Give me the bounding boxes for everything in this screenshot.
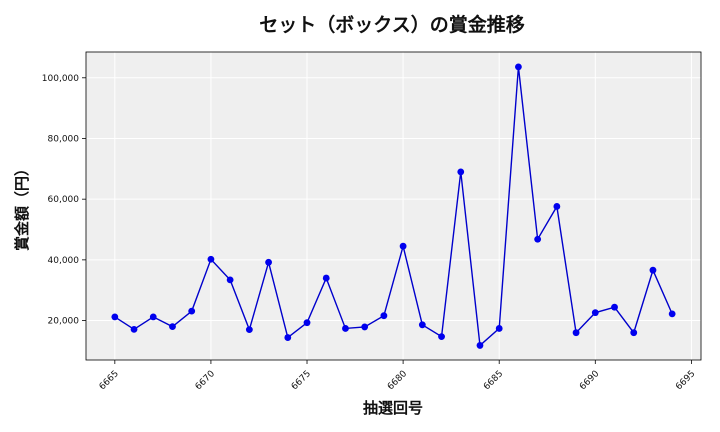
x-axis-label: 抽選回号: [363, 399, 423, 417]
y-tick-label: 60,000: [48, 195, 80, 205]
data-point: [265, 258, 272, 266]
data-point: [130, 325, 138, 333]
data-point: [476, 342, 484, 349]
y-tick-label: 80,000: [48, 134, 80, 144]
data-point: [342, 325, 349, 332]
data-point: [668, 310, 676, 318]
data-point: [438, 333, 445, 341]
data-point: [457, 168, 465, 176]
data-point: [169, 323, 176, 331]
data-point: [399, 242, 407, 250]
y-tick-label: 40,000: [48, 256, 80, 266]
x-tick-label: 6695: [674, 369, 697, 392]
data-point: [418, 321, 426, 329]
data-point: [188, 307, 196, 315]
data-point: [630, 329, 638, 337]
y-tick-label: 100,000: [42, 74, 79, 84]
data-point: [649, 266, 657, 274]
x-tick-label: 6690: [578, 369, 601, 392]
x-tick-label: 6670: [194, 369, 217, 392]
data-point: [303, 319, 311, 327]
series-line: [114, 66, 673, 347]
data-point: [322, 274, 330, 282]
x-tick-label: 6680: [386, 369, 409, 392]
data-point: [245, 326, 253, 334]
plot-area: [86, 52, 701, 360]
series: [111, 63, 676, 349]
data-point: [515, 63, 522, 71]
data-point: [572, 329, 580, 337]
y-axis-label: 賞金額（円）: [13, 161, 31, 251]
data-point: [207, 255, 215, 263]
x-tick-label: 6665: [98, 369, 121, 392]
data-point: [611, 303, 618, 311]
y-tick-label: 20,000: [48, 317, 80, 327]
data-point: [111, 313, 119, 321]
grid: [86, 52, 701, 360]
x-tick-label: 6675: [290, 369, 313, 392]
data-point: [226, 276, 234, 284]
plot-frame: [85, 51, 702, 361]
data-point: [534, 235, 542, 243]
chart-title: セット（ボックス）の賞金推移: [259, 13, 524, 36]
x-tick-label: 6685: [482, 369, 505, 392]
data-point: [149, 313, 157, 321]
data-point: [284, 334, 292, 341]
data-point: [380, 312, 388, 320]
data-point: [591, 309, 599, 317]
data-point: [495, 325, 503, 332]
data-point: [553, 203, 561, 210]
data-point: [361, 323, 369, 331]
